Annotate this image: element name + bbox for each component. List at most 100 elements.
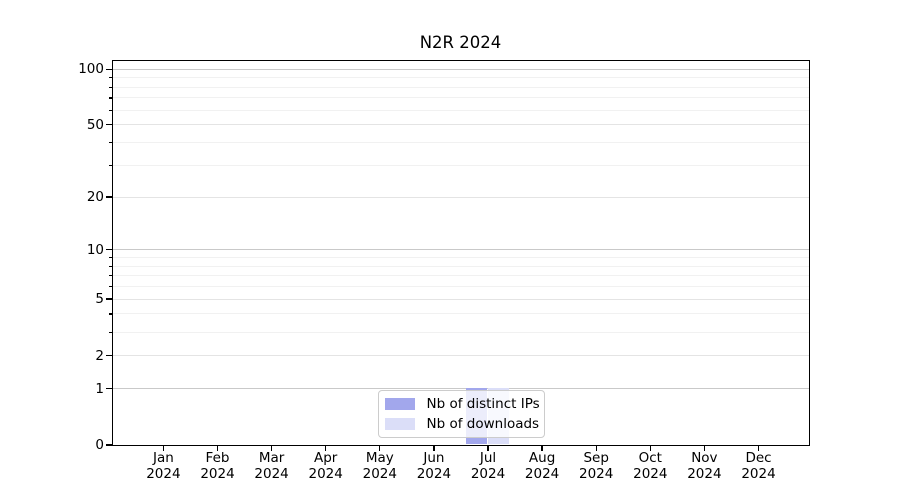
gridline-y-minor-80: [112, 86, 809, 88]
legend: Nb of distinct IPs Nb of downloads: [377, 389, 545, 438]
x-tick-year: 2024: [579, 465, 614, 482]
gridline-y-minor-6: [112, 286, 809, 287]
y-tick-50: [106, 124, 112, 126]
y-tick-100: [106, 68, 112, 70]
legend-entry-label: Nb of downloads: [426, 415, 540, 432]
y-tick-minor-40: [108, 142, 112, 144]
x-tick-year: 2024: [362, 465, 397, 482]
gridline-y-minor-3: [112, 331, 809, 333]
y-tick-2: [106, 354, 112, 357]
y-tick-label-2: 2: [95, 347, 104, 364]
x-tick-year: 2024: [633, 465, 668, 482]
y-tick-minor-60: [108, 109, 112, 112]
y-tick-minor-70: [108, 97, 112, 99]
gridline-y-1: [112, 388, 809, 390]
x-tick-label-6: Jul 2024: [458, 450, 518, 482]
x-tick-1: [216, 445, 219, 451]
legend-swatch-icon: [384, 417, 415, 430]
x-tick-month: Dec: [745, 450, 772, 466]
y-tick-label-10: 10: [86, 241, 104, 258]
y-tick-minor-3: [108, 331, 112, 333]
x-tick-year: 2024: [470, 465, 506, 482]
gridline-y-5: [112, 298, 809, 300]
x-tick-year: 2024: [146, 465, 181, 482]
x-tick-month: Apr: [314, 450, 338, 466]
gridline-y-minor-9: [112, 257, 809, 258]
x-tick-0: [162, 445, 165, 451]
x-tick-month: Jun: [423, 450, 445, 466]
y-tick-label-50: 50: [86, 116, 104, 133]
gridline-y-minor-7: [112, 275, 809, 277]
y-tick-minor-8: [108, 265, 112, 267]
x-tick-10: [703, 445, 706, 451]
x-tick-9: [649, 445, 651, 451]
x-tick-month: Oct: [638, 450, 662, 466]
x-tick-month: Jul: [479, 450, 497, 466]
y-tick-label-100: 100: [78, 61, 104, 78]
gridline-y-minor-70: [112, 97, 809, 99]
gridline-y-2: [112, 355, 809, 356]
x-tick-label-5: Jun 2024: [404, 450, 464, 482]
x-tick-label-7: Aug 2024: [512, 450, 572, 482]
x-tick-label-8: Sep 2024: [566, 450, 626, 482]
x-tick-2: [271, 445, 273, 451]
y-tick-minor-6: [108, 286, 112, 288]
y-tick-0: [106, 444, 112, 446]
x-tick-label-3: Apr 2024: [296, 450, 356, 482]
gridline-y-minor-4: [112, 313, 809, 315]
x-tick-label-0: Jan 2024: [133, 450, 193, 482]
x-tick-month: Nov: [691, 450, 718, 466]
x-tick-11: [757, 445, 760, 451]
y-tick-1: [106, 387, 112, 390]
x-tick-year: 2024: [741, 465, 776, 482]
x-tick-year: 2024: [416, 465, 452, 482]
x-tick-label-11: Dec 2024: [729, 450, 789, 482]
x-tick-3: [325, 445, 327, 451]
plot-area: Nb of distinct IPs Nb of downloads: [111, 60, 810, 446]
x-tick-year: 2024: [524, 465, 560, 482]
y-tick-minor-30: [108, 164, 112, 167]
legend-entry: Nb of downloads: [384, 414, 540, 434]
plot-clip: [112, 61, 809, 445]
x-tick-month: May: [365, 450, 394, 466]
gridline-y-minor-60: [112, 109, 809, 111]
x-tick-label-10: Nov 2024: [674, 450, 734, 482]
y-tick-minor-80: [108, 86, 112, 88]
x-tick-month: Jan: [152, 450, 174, 466]
y-tick-10: [106, 249, 112, 251]
y-tick-label-5: 5: [95, 291, 104, 308]
y-tick-minor-7: [108, 275, 112, 277]
legend-entry-label: Nb of distinct IPs: [426, 395, 540, 412]
gridline-y-minor-8: [112, 265, 809, 267]
y-tick-label-1: 1: [95, 380, 104, 397]
y-tick-label-0: 0: [95, 437, 104, 453]
gridline-y-20: [112, 196, 809, 198]
chart-title: N2R 2024: [419, 33, 502, 52]
x-tick-label-1: Feb 2024: [188, 450, 248, 482]
x-tick-month: Feb: [205, 450, 230, 466]
x-tick-6: [487, 445, 489, 451]
x-tick-7: [541, 445, 543, 451]
gridline-y-10: [112, 249, 809, 251]
gridline-y-100: [112, 68, 809, 70]
x-tick-label-4: May 2024: [350, 450, 410, 482]
x-tick-5: [433, 445, 435, 451]
y-tick-20: [106, 196, 112, 198]
y-tick-label-20: 20: [86, 189, 104, 206]
x-tick-month: Aug: [528, 450, 556, 466]
gridline-y-50: [112, 124, 809, 126]
legend-swatch-icon: [384, 397, 415, 410]
x-tick-year: 2024: [308, 465, 343, 482]
x-tick-year: 2024: [200, 465, 235, 482]
gridline-y-minor-30: [112, 164, 809, 166]
x-tick-year: 2024: [254, 465, 289, 482]
y-tick-minor-4: [108, 313, 112, 315]
y-tick-minor-90: [108, 77, 112, 79]
gridline-y-minor-90: [112, 77, 809, 79]
x-tick-year: 2024: [687, 465, 722, 482]
x-tick-month: Mar: [258, 450, 285, 466]
legend-entry: Nb of distinct IPs: [384, 394, 540, 414]
x-tick-month: Sep: [583, 450, 609, 466]
x-tick-4: [379, 445, 381, 451]
